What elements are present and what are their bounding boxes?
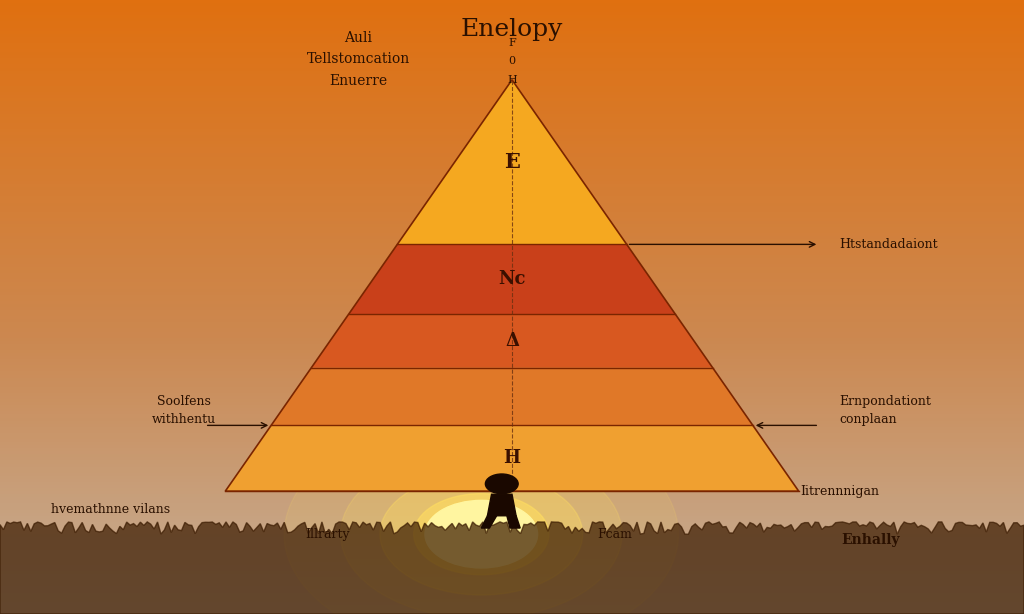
Polygon shape — [481, 516, 497, 528]
Text: H: H — [507, 75, 517, 85]
Text: Htstandadaiont: Htstandadaiont — [840, 238, 938, 251]
Text: Ernpondationt
conplaan: Ernpondationt conplaan — [840, 395, 932, 426]
Text: Fcam: Fcam — [597, 527, 632, 541]
Polygon shape — [487, 494, 516, 516]
Circle shape — [485, 474, 518, 494]
Circle shape — [425, 500, 538, 568]
Polygon shape — [225, 426, 799, 491]
Text: Soolfens
withhentu: Soolfens withhentu — [153, 395, 216, 426]
Text: F: F — [508, 38, 516, 48]
Text: hvemathnne vilans: hvemathnne vilans — [51, 503, 170, 516]
Text: H: H — [504, 449, 520, 467]
Polygon shape — [507, 516, 520, 528]
Text: Enelopy: Enelopy — [461, 18, 563, 41]
Text: 0: 0 — [509, 56, 515, 66]
Text: Enhally: Enhally — [841, 534, 900, 547]
Text: Auli
Tellstomcation
Enuerre: Auli Tellstomcation Enuerre — [307, 31, 410, 88]
Circle shape — [284, 416, 678, 614]
Polygon shape — [0, 522, 1024, 614]
Circle shape — [414, 494, 549, 575]
Circle shape — [425, 500, 538, 568]
Polygon shape — [397, 80, 627, 244]
Text: Δ: Δ — [505, 332, 519, 350]
Text: Iitrennnigan: Iitrennnigan — [800, 484, 880, 498]
Circle shape — [340, 449, 622, 614]
Polygon shape — [348, 244, 676, 314]
Polygon shape — [271, 368, 753, 426]
Circle shape — [380, 473, 583, 595]
Text: Illrarty: Illrarty — [305, 527, 350, 541]
Polygon shape — [311, 314, 713, 368]
Text: Nc: Nc — [499, 270, 525, 289]
Text: E: E — [504, 152, 520, 172]
